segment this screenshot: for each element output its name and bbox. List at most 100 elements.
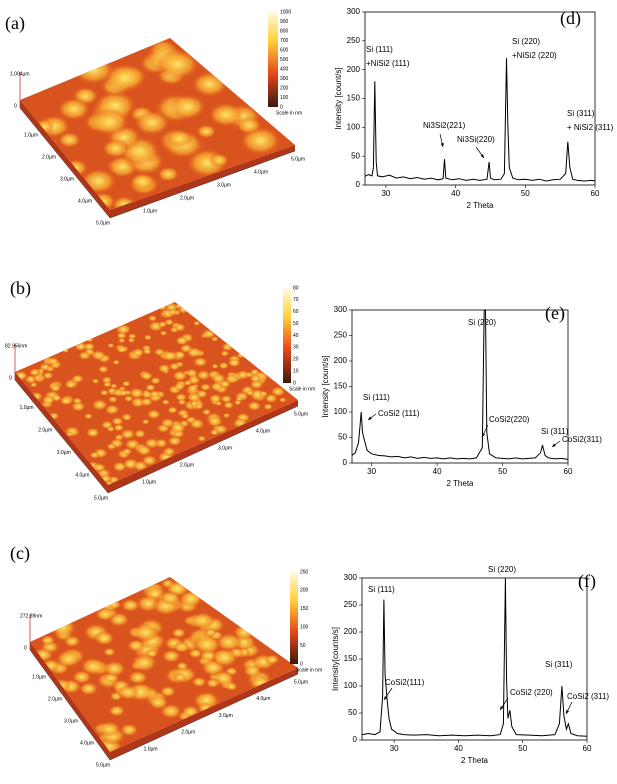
colorbar-tick-label: 0 (280, 104, 283, 110)
arrow-head (440, 143, 444, 147)
afm-grain (209, 428, 220, 436)
colorbar-tick-label: 200 (280, 85, 289, 91)
afm-grain (106, 442, 117, 450)
colorbar-tick-label: 1000 (280, 9, 291, 15)
afm-grain (197, 435, 207, 442)
afm-grain (112, 359, 121, 366)
afm-grain (117, 684, 140, 701)
colorbar-tick-label: 70 (293, 297, 299, 303)
colorbar-tick-label: 10 (293, 368, 299, 374)
afm-grain (95, 607, 115, 622)
afm-grain (210, 382, 224, 392)
y-tick-label: 100 (344, 681, 358, 690)
afm-grain (167, 435, 183, 447)
afm-grain (173, 382, 186, 391)
y-tick-label: 150 (347, 94, 361, 103)
afm-grain (79, 681, 99, 696)
colorbar-tick-label: 60 (293, 309, 299, 315)
afm-grain (270, 386, 286, 397)
axis-tick-label: 5.0µm (94, 495, 108, 501)
axis-tick-label: 2.0µm (180, 195, 194, 201)
afm-grain (157, 166, 180, 182)
afm-grain (131, 347, 145, 357)
afm-grain (224, 373, 239, 384)
spectrum-line (364, 58, 596, 182)
afm-grain (227, 358, 241, 368)
afm-grain (167, 406, 179, 414)
afm-grain (192, 356, 208, 368)
y-axis-title: Intensity[counts/s] (331, 627, 340, 691)
arrow-head (566, 710, 570, 714)
peak-annotation: Si (111) (366, 45, 393, 54)
y-axis (109, 150, 296, 219)
x-tick-label: 30 (381, 189, 390, 198)
afm-grain (162, 350, 178, 362)
afm-grain (243, 664, 262, 678)
afm-grain (48, 618, 77, 638)
afm-grain (139, 397, 154, 407)
peak-annotation: + NiSi2 (311) (567, 123, 614, 132)
z-label: 272.89nm (20, 613, 42, 619)
afm-grain (206, 415, 224, 428)
afm-grain (218, 361, 230, 370)
arrow-head (480, 154, 484, 158)
afm-grain (147, 314, 158, 322)
afm-grain (186, 391, 202, 403)
afm-grain (127, 670, 148, 685)
x-tick-label: 40 (451, 189, 460, 198)
afm-grain (107, 395, 118, 403)
afm-grain (104, 404, 120, 415)
afm-grain (223, 401, 235, 410)
colorbar-tick-label: 700 (280, 38, 289, 44)
afm-grain (115, 323, 132, 336)
plot-frame (351, 309, 569, 464)
peak-annotation: CoSi2(111) (385, 678, 425, 687)
afm-grain (193, 320, 201, 326)
afm-grain (102, 660, 127, 677)
peak-annotation: Si (220) (468, 318, 496, 327)
afm-grain (59, 396, 73, 406)
z-label: 82.956nm (5, 343, 27, 349)
afm-grain (83, 413, 93, 420)
afm-grain (80, 657, 107, 676)
afm-grain (220, 394, 233, 404)
colorbar-tick-label: 100 (300, 625, 309, 631)
x-tick-label: 60 (591, 189, 600, 198)
arrow-head (384, 696, 388, 700)
colorbar (268, 12, 278, 107)
afm-grain (133, 429, 147, 439)
y-tick-label: 100 (334, 407, 348, 416)
afm-grain (116, 331, 127, 340)
colorbar-caption: Scale in nm (289, 386, 315, 392)
peak-annotation: Si (311) (541, 427, 569, 436)
colorbar-caption: Scale in nm (296, 667, 322, 673)
afm-grain (173, 641, 191, 654)
afm-surface (30, 577, 298, 752)
z-origin: 0 (9, 375, 12, 381)
axis-tick-label: 3.0µm (218, 445, 232, 451)
afm-grain (145, 383, 156, 392)
axis-tick-label: 3.0µm (64, 718, 78, 724)
afm-grain (141, 418, 150, 425)
afm-grain (166, 129, 193, 148)
chart-title: (f) (578, 571, 596, 592)
y-tick-label: 200 (344, 627, 358, 636)
chart-title: (d) (560, 8, 581, 29)
afm-grain (247, 400, 262, 412)
y-tick-label: 0 (353, 735, 358, 744)
afm-grain (159, 685, 177, 698)
afm-grain (40, 635, 56, 646)
afm-grain (225, 682, 238, 691)
afm-texture (33, 39, 282, 210)
afm-grain (107, 599, 122, 610)
afm-grain (72, 55, 115, 85)
afm-grain (93, 630, 115, 646)
x-axis-title: 2 Theta (447, 479, 475, 488)
afm-grain (211, 363, 219, 369)
afm-grain (175, 335, 189, 346)
afm-grain (174, 303, 183, 309)
plot-frame (361, 577, 588, 741)
peak-annotation: Si (311) (567, 109, 595, 118)
afm-grain (120, 598, 141, 613)
afm-grain (101, 376, 113, 384)
